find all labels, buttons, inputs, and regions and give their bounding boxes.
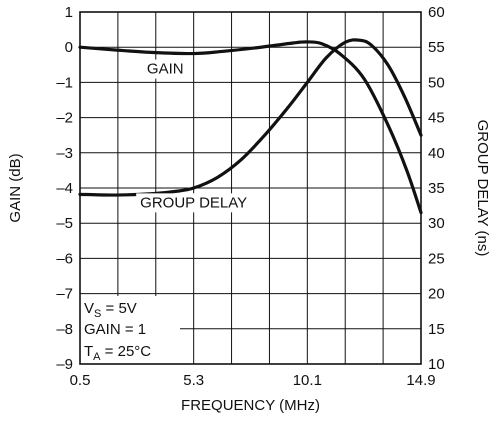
series-line-group-delay	[78, 38, 423, 197]
series-label-mask	[142, 59, 188, 79]
x-tick-label: 10.1	[293, 372, 322, 389]
x-tick-label: 14.9	[406, 372, 435, 389]
vs-subscript: S	[94, 308, 101, 320]
y-right-tick-label: 50	[428, 74, 445, 91]
test-conditions-annotation: VS = 5V GAIN = 1 TA = 25°C	[80, 296, 180, 366]
y-right-axis-title: GROUP DELAY (ns)	[474, 120, 491, 257]
y-left-tick-label: –4	[56, 180, 73, 197]
series-label-mask	[136, 193, 252, 213]
y-left-tick-label: 0	[65, 39, 73, 56]
series-labels: GAIN GROUP DELAY	[136, 59, 252, 213]
y-left-tick-label: –3	[56, 145, 73, 162]
y-right-tick-label: 60	[428, 4, 445, 21]
ta-subscript: A	[93, 351, 101, 363]
vs-prefix: V	[84, 300, 94, 317]
y-right-tick-label: 35	[428, 180, 445, 197]
y-left-tick-label: –2	[56, 110, 73, 127]
x-tick-label: 5.3	[183, 372, 204, 389]
y-left-tick-label: –1	[56, 74, 73, 91]
y-right-tick-label: 40	[428, 145, 445, 162]
tick-labels: 10–1–2–3–4–5–6–7–8–960555045403530252015…	[56, 4, 444, 389]
y-right-tick-label: 30	[428, 215, 445, 232]
y-left-tick-label: –8	[56, 321, 73, 338]
y-left-tick-label: –6	[56, 250, 73, 267]
y-right-tick-label: 15	[428, 321, 445, 338]
y-right-tick-label: 20	[428, 286, 445, 303]
condition-vs: VS = 5V	[84, 300, 137, 320]
ta-value: = 25°C	[101, 343, 152, 360]
series-label-group-delay: GROUP DELAY	[140, 194, 247, 211]
series-curves	[78, 38, 423, 215]
ta-prefix: T	[84, 343, 93, 360]
condition-gain: GAIN = 1	[84, 321, 146, 338]
y-right-tick-label: 25	[428, 250, 445, 267]
vs-value: = 5V	[101, 300, 136, 317]
y-left-tick-label: 1	[65, 4, 73, 21]
condition-ta: TA = 25°C	[84, 343, 151, 363]
y-left-tick-label: –9	[56, 356, 73, 373]
y-left-tick-label: –5	[56, 215, 73, 232]
y-left-axis-title: GAIN (dB)	[7, 153, 24, 222]
plot-area-frame	[79, 11, 422, 365]
x-tick-label: 0.5	[70, 372, 91, 389]
conditions-mask	[80, 296, 180, 366]
series-label-gain: GAIN	[147, 61, 184, 78]
y-right-tick-label: 10	[428, 356, 445, 373]
series-line-gain	[78, 40, 423, 215]
y-right-tick-label: 45	[428, 110, 445, 127]
x-axis-title: FREQUENCY (MHz)	[181, 397, 320, 414]
y-right-tick-label: 55	[428, 39, 445, 56]
y-left-tick-label: –7	[56, 286, 73, 303]
